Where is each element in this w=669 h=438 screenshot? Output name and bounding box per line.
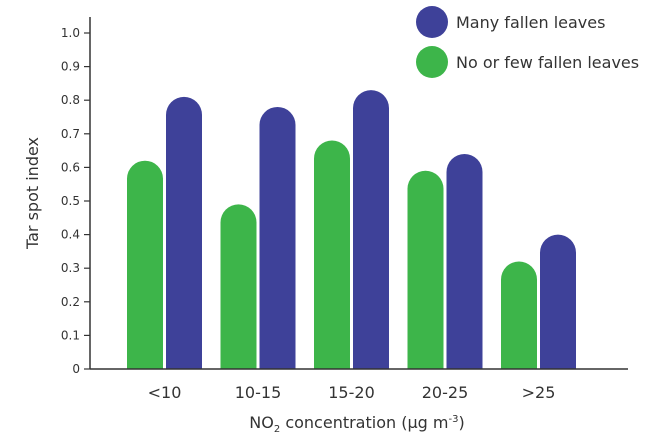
bar-many-fallen-leaves bbox=[259, 106, 296, 370]
x-axis-title-superscript: -3 bbox=[448, 414, 458, 425]
x-axis-title-subscript: 2 bbox=[274, 424, 280, 435]
legend-swatch bbox=[416, 6, 448, 38]
y-tick-label: 0 bbox=[72, 362, 80, 376]
legend-swatch bbox=[416, 46, 448, 78]
x-tick-label: 10-15 bbox=[235, 383, 282, 402]
bar-few-fallen-leaves bbox=[314, 140, 350, 369]
bar-few-fallen-leaves bbox=[220, 204, 257, 369]
bar-many-fallen-leaves bbox=[446, 153, 483, 369]
y-axis-title: Tar spot index bbox=[23, 137, 42, 250]
bar-few-fallen-leaves bbox=[501, 261, 537, 369]
x-axis-title: NO2 concentration (µg m-3) bbox=[249, 413, 464, 435]
y-tick-label: 0.7 bbox=[61, 127, 80, 141]
x-tick-label: >25 bbox=[522, 383, 556, 402]
y-tick-label: 0.6 bbox=[61, 160, 80, 174]
axes-layer bbox=[89, 17, 628, 370]
bar-few-fallen-leaves bbox=[127, 160, 163, 369]
x-axis-title-prefix: NO bbox=[249, 413, 274, 432]
bar-many-fallen-leaves bbox=[353, 90, 389, 370]
x-axis-title-suffix: ) bbox=[458, 413, 464, 432]
bars-layer bbox=[127, 90, 576, 370]
y-tick-label: 0.3 bbox=[61, 261, 80, 275]
y-ticks-layer: 0 0.1 0.2 0.3 0.4 0.5 0.6 0.7 0.8 0.9 1.0 bbox=[61, 26, 90, 376]
x-axis-title-middle: concentration (µg m bbox=[280, 413, 448, 432]
x-tick-label: 15-20 bbox=[328, 383, 375, 402]
bar-few-fallen-leaves bbox=[407, 170, 444, 369]
y-tick-label: 0.9 bbox=[61, 60, 80, 74]
y-tick-label: 0.5 bbox=[61, 194, 80, 208]
x-tick-label: 20-25 bbox=[422, 383, 469, 402]
legend: Many fallen leaves No or few fallen leave… bbox=[416, 6, 639, 78]
bar-many-fallen-leaves bbox=[540, 234, 576, 369]
legend-label: Many fallen leaves bbox=[456, 13, 605, 32]
x-tick-labels-layer: <10 10-15 15-20 20-25 >25 bbox=[148, 383, 556, 402]
bar-many-fallen-leaves bbox=[166, 96, 202, 369]
y-tick-label: 0.2 bbox=[61, 295, 80, 309]
legend-label: No or few fallen leaves bbox=[456, 53, 639, 72]
x-tick-label: <10 bbox=[148, 383, 182, 402]
y-tick-label: 1.0 bbox=[61, 26, 80, 40]
y-tick-label: 0.4 bbox=[61, 228, 80, 242]
y-tick-label: 0.8 bbox=[61, 93, 80, 107]
y-tick-label: 0.1 bbox=[61, 328, 80, 342]
